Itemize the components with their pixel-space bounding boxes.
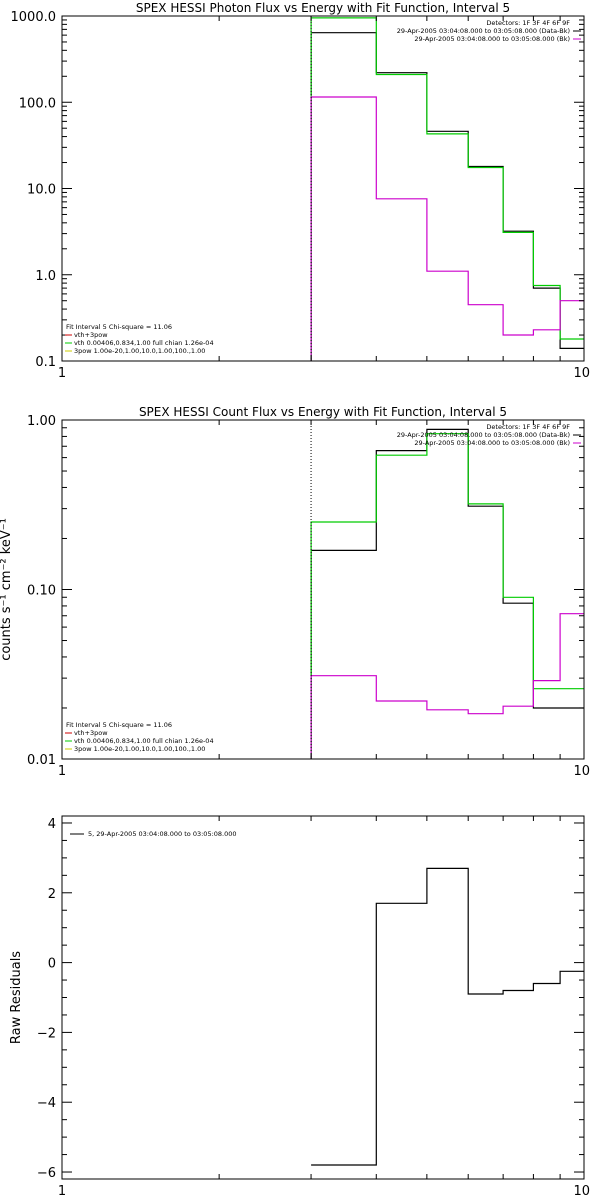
info-line: Detectors: 1F 3F 4F 6F 9F	[486, 423, 570, 431]
x-tick-label: 1	[58, 1184, 66, 1199]
x-tick-label: 10	[573, 764, 590, 779]
chart-title: SPEX HESSI Photon Flux vs Energy with Fi…	[136, 1, 510, 15]
chart-panel-3: 1 10 −6 −4 −2 0 2 4 Raw Residuals 5, 29-Apr-2005 …	[9, 815, 590, 1199]
y-tick-label: 1.0	[35, 269, 56, 284]
x-tick-label: 10	[573, 366, 590, 381]
plot-frame	[61, 15, 585, 362]
info-line: 29-Apr-2005 03:04:08.000 to 03:05:08.000…	[414, 439, 570, 447]
series-line-1	[311, 867, 584, 1166]
series-line-3	[310, 613, 584, 759]
info-line: Detectors: 1F 3F 4F 6F 9F	[486, 19, 570, 27]
series-group	[310, 17, 584, 361]
y-axis-label: Raw Residuals	[9, 951, 24, 1044]
legend-line: Fit Interval 5 Chi-square = 11.06	[66, 323, 172, 331]
series-line-1	[310, 32, 584, 361]
legend-line: Fit Interval 5 Chi-square = 11.06	[66, 721, 172, 729]
series-group	[311, 867, 584, 1166]
y-tick-label: 0	[48, 957, 56, 972]
chart-title: SPEX HESSI Count Flux vs Energy with Fit…	[139, 405, 507, 419]
chart-panel-1: SPEX HESSI Photon Flux vs Energy with Fi…	[11, 1, 591, 381]
legend-line: vth 0.00406,0.834,1.00 full chian 1.26e-…	[74, 737, 214, 745]
plot-frame	[61, 419, 585, 760]
y-tick-label: 0.01	[27, 753, 56, 768]
y-tick-label: 4	[48, 817, 56, 832]
y-tick-label: −6	[37, 1166, 56, 1181]
legend-line: vth+3pow	[74, 729, 108, 737]
plot-frame	[61, 815, 585, 1180]
x-tick-label: 10	[573, 1184, 590, 1199]
y-tick-label: 10.0	[27, 183, 56, 198]
y-axis-label: counts s⁻¹ cm⁻² keV⁻¹	[0, 518, 14, 661]
chart-panel-2: SPEX HESSI Count Flux vs Energy with Fit…	[0, 405, 590, 779]
legend-line: 3pow 1.00e-20,1.00,10.0,1.00,100.,1.00	[74, 745, 205, 753]
y-tick-label: 100.0	[19, 96, 56, 111]
info-line: 29-Apr-2005 03:04:08.000 to 03:05:08.000…	[397, 431, 570, 439]
y-tick-label: 0.10	[27, 584, 56, 599]
y-tick-label: 1.00	[27, 414, 56, 429]
series-line-2	[310, 17, 584, 361]
y-tick-label: 2	[48, 887, 56, 902]
y-tick-label: −4	[37, 1096, 56, 1111]
series-line-2	[310, 433, 584, 759]
legend-item: 5, 29-Apr-2005 03:04:08.000 to 03:05:08.…	[88, 830, 237, 838]
info-line: 29-Apr-2005 03:04:08.000 to 03:05:08.000…	[414, 35, 570, 43]
info-line: 29-Apr-2005 03:04:08.000 to 03:05:08.000…	[397, 27, 570, 35]
legend-line: vth+3pow	[74, 331, 108, 339]
series-group	[310, 428, 584, 759]
y-tick-label: 1000.0	[11, 10, 57, 25]
series-line-3	[310, 96, 584, 361]
y-tick-label: −2	[37, 1026, 56, 1041]
x-tick-label: 1	[58, 366, 66, 381]
legend-line: 3pow 1.00e-20,1.00,10.0,1.00,100.,1.00	[74, 347, 205, 355]
legend-line: vth 0.00406,0.834,1.00 full chian 1.26e-…	[74, 339, 214, 347]
y-tick-label: 0.1	[35, 355, 56, 370]
x-tick-label: 1	[58, 764, 66, 779]
